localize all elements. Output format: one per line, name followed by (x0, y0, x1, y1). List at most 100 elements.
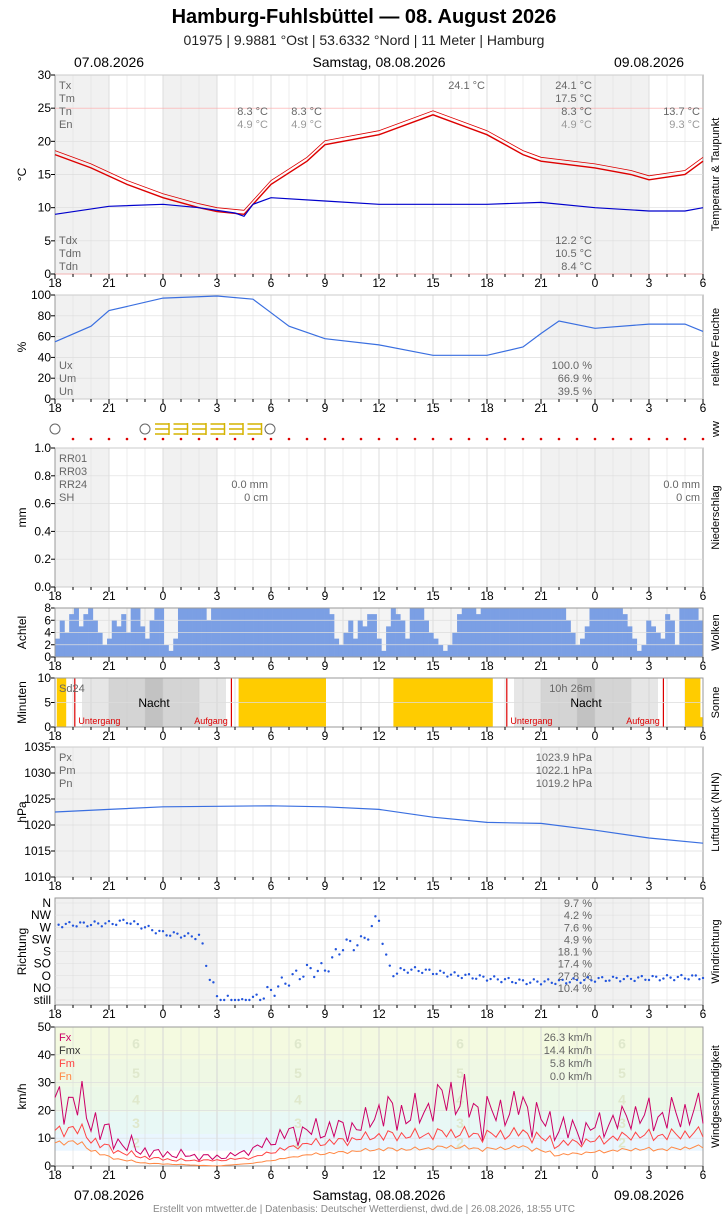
clouds-xtick-label: 9 (322, 659, 329, 673)
winddir-point (251, 995, 255, 999)
cloud-bar (371, 614, 377, 657)
winddir-point (259, 998, 262, 1002)
ww-marker-dot (503, 437, 507, 441)
humidity-legend: Ux (59, 360, 73, 372)
winddir-point (248, 998, 251, 1002)
winddir-point (691, 974, 694, 977)
wind-ytick-label: 50 (38, 1020, 52, 1034)
winddir-point (280, 976, 283, 979)
precip-xtick-label: 12 (372, 589, 386, 603)
temperature-line-upper (54, 110, 704, 211)
winddir-point (633, 979, 636, 983)
sun-xtick-label: 9 (322, 729, 329, 743)
cloud-bar (646, 620, 652, 657)
sun-sunset-label: Untergang (78, 716, 120, 726)
winddir-point (608, 979, 611, 982)
precip-xtick-label: 3 (214, 589, 221, 603)
humidity-xaxis: 18 21 0 3 6 9 12 15 18 21 0 3 6 (48, 399, 707, 415)
wind-ytick-label: 40 (38, 1048, 52, 1062)
precip-panel (54, 447, 704, 588)
cloud-bar (636, 650, 642, 657)
humidity-xtick-label: 18 (48, 401, 62, 415)
winddir-point (507, 976, 510, 980)
winddir-point (518, 978, 521, 981)
wind-beaufort-label: 4 (618, 1091, 626, 1107)
cloud-bar (348, 620, 354, 657)
winddir-xtick-label: 12 (372, 1007, 386, 1021)
winddir-point (295, 969, 298, 972)
winddir-xtick-label: 18 (48, 1007, 62, 1021)
pressure-ytick-label: 1030 (24, 766, 51, 780)
wind-xtick-label: 18 (48, 1168, 62, 1182)
precip-xtick-label: 0 (160, 589, 167, 603)
winddir-xtick-label: 9 (322, 1007, 329, 1021)
winddir-point (449, 973, 453, 976)
sun-xtick-label: 21 (102, 729, 116, 743)
winddir-point (327, 970, 330, 973)
winddir-point (367, 938, 370, 941)
date-center-top: Samstag, 08.08.2026 (312, 54, 446, 70)
cloud-bar (622, 614, 628, 657)
cloud-bar (92, 620, 98, 657)
temperature-legend-bottom: Tdm (59, 248, 81, 260)
humidity-xtick-label: 18 (480, 401, 494, 415)
pressure-xtick-label: 3 (646, 879, 653, 893)
wind-beaufort-label: 5 (132, 1065, 140, 1081)
winddir-point (439, 969, 442, 972)
sun-night-label: Nacht (570, 696, 602, 710)
humidity-legend: Un (59, 386, 73, 398)
ww-marker-dot (629, 437, 633, 441)
clouds-xtick-label: 0 (160, 659, 167, 673)
pressure-xtick-label: 3 (214, 879, 221, 893)
sun-ytick-label: 10 (38, 671, 52, 685)
cloud-bar (329, 614, 335, 657)
wind-ytick-label: 30 (38, 1076, 52, 1090)
humidity-xtick-label: 6 (268, 401, 275, 415)
precip-legend: RR03 (59, 466, 87, 478)
winddir-point (269, 988, 273, 992)
pressure-xtick-label: 0 (592, 879, 599, 893)
temperature-ytick-label: 5 (44, 234, 51, 248)
humidity-night-shade (163, 295, 217, 399)
winddir-point (215, 994, 219, 998)
cloud-bar (650, 626, 657, 657)
temperature-xtick-label: 21 (534, 276, 548, 290)
ww-marker-dot (395, 437, 399, 441)
clouds-xtick-label: 3 (214, 659, 221, 673)
clouds-xtick-label: 18 (480, 659, 494, 673)
wind-beaufort-label: 6 (132, 1036, 140, 1052)
winddir-point (385, 953, 388, 956)
winddir-point (460, 976, 463, 980)
pressure-legend: Pn (59, 778, 72, 790)
ww-marker-dot (611, 437, 615, 441)
sun-sunrise-label: Aufgang (626, 716, 660, 726)
sun-ytick-label: 0 (44, 720, 51, 734)
wind-beaufort-label: 3 (294, 1115, 302, 1131)
ww-marker-dot (521, 437, 525, 441)
clouds-xtick-label: 18 (48, 659, 62, 673)
wind-legend: Fmx (59, 1045, 81, 1057)
winddir-point (143, 926, 147, 929)
humidity-side-label: relative Feuchte (710, 308, 722, 386)
winddir-point (694, 974, 697, 977)
sun-xtick-label: 3 (646, 729, 653, 743)
pressure-xtick-label: 15 (426, 879, 440, 893)
winddir-point (287, 984, 291, 987)
winddir-xtick-label: 6 (700, 1007, 707, 1021)
temperature-xtick-label: 21 (102, 276, 116, 290)
winddir-point (687, 978, 690, 981)
winddir-point (223, 998, 226, 1002)
pressure-xtick-label: 12 (372, 879, 386, 893)
winddir-point (579, 981, 582, 985)
winddir-point (615, 976, 618, 980)
winddir-point (151, 929, 154, 932)
precip-ytick-label: 0.6 (34, 497, 51, 511)
winddir-point (683, 977, 687, 980)
winddir-point (421, 971, 424, 975)
winddir-point (161, 930, 165, 933)
wind-beaufort-label: 3 (618, 1115, 626, 1131)
winddir-point (316, 969, 319, 973)
winddir-point (201, 942, 204, 945)
cloud-bar (627, 626, 633, 657)
wind-side-label: Windgeschwindigkeit (710, 1045, 722, 1148)
